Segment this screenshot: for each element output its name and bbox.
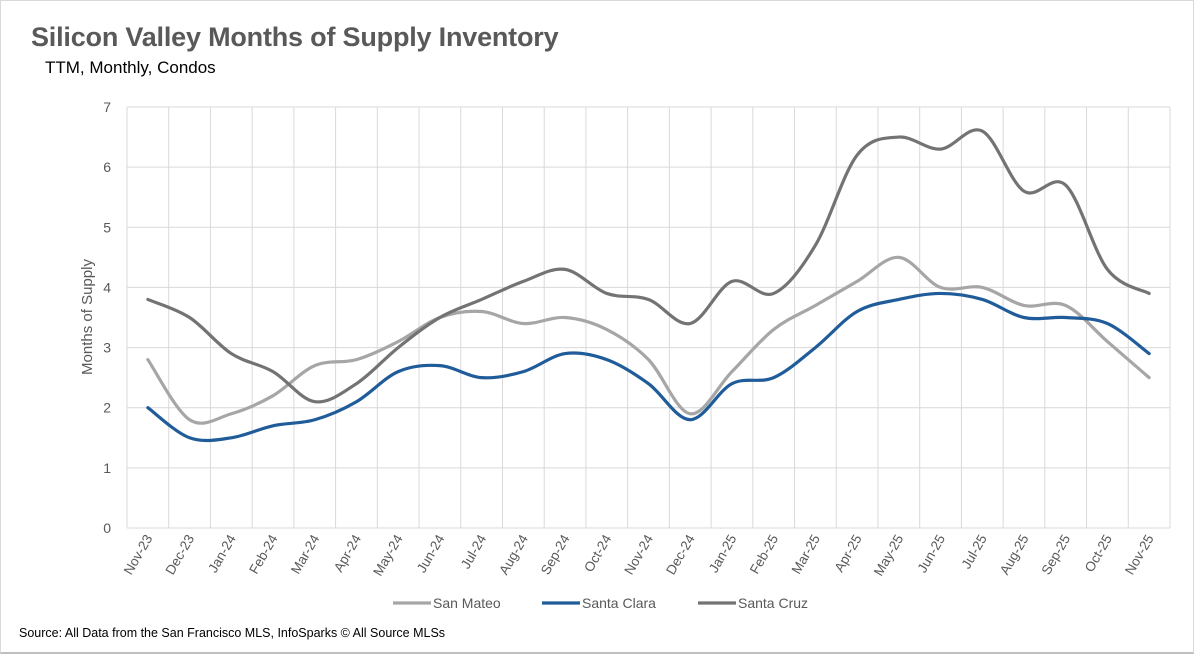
x-tick-label: Oct-25 [1082,532,1115,575]
x-tick-label: Jun-24 [414,532,448,576]
y-tick-label: 3 [103,340,111,356]
x-tick-label: Jul-25 [958,532,989,571]
x-tick-label: Mar-24 [288,532,323,577]
x-tick-label: Apr-25 [831,532,864,575]
x-tick-label: Apr-24 [331,532,364,575]
x-tick-label: Nov-25 [1122,532,1157,577]
x-tick-label: Mar-25 [789,532,823,577]
x-tick-label: Jun-25 [915,532,949,575]
legend-label-santa-clara: Santa Clara [582,595,656,611]
x-tick-label: Dec-24 [663,532,698,578]
y-tick-label: 0 [103,520,111,536]
x-axis-ticks: Nov-23 Dec-23 Jan-24 Feb-24 Mar-24 Apr-24 May-… [121,532,1157,579]
y-tick-label: 7 [103,99,111,115]
legend-label-san-mateo: San Mateo [433,595,501,611]
source-note: Source: All Data from the San Francisco … [19,626,446,640]
series-lines [146,128,1151,443]
y-tick-label: 2 [103,400,111,416]
chart-title: Silicon Valley Months of Supply Inventor… [31,22,559,52]
y-tick-label: 6 [103,159,111,175]
series-line-santa-cruz [146,128,1151,404]
y-axis-ticks: 0 1 2 3 4 5 6 7 [103,99,111,536]
x-tick-label: Jan-25 [706,532,740,575]
x-tick-label: May-25 [871,532,906,578]
x-tick-label: Jan-24 [205,532,239,576]
x-tick-label: Feb-24 [246,532,281,577]
x-tick-label: Nov-24 [621,532,656,578]
x-tick-label: Jul-24 [458,532,490,572]
x-tick-label: Aug-24 [496,532,531,578]
x-tick-label: Nov-23 [121,532,156,577]
x-tick-label: Aug-25 [997,532,1032,577]
x-tick-label: Sep-24 [538,532,573,578]
chart-subtitle: TTM, Monthly, Condos [45,58,216,77]
x-tick-label: Dec-23 [162,532,197,577]
series-line-santa-clara [146,291,1151,443]
y-tick-label: 5 [103,219,111,235]
x-tick-label: Oct-24 [581,532,614,575]
x-tick-label: May-24 [370,532,406,579]
legend: San Mateo Santa Clara Santa Cruz [393,595,808,611]
y-tick-label: 1 [103,460,111,476]
x-tick-label: Sep-25 [1039,532,1074,577]
series-line-san-mateo [146,255,1151,425]
x-tick-label: Feb-25 [747,532,781,577]
y-tick-label: 4 [103,279,111,295]
gridlines [126,106,1171,529]
y-axis-label: Months of Supply [79,259,96,375]
legend-label-santa-cruz: Santa Cruz [738,595,808,611]
